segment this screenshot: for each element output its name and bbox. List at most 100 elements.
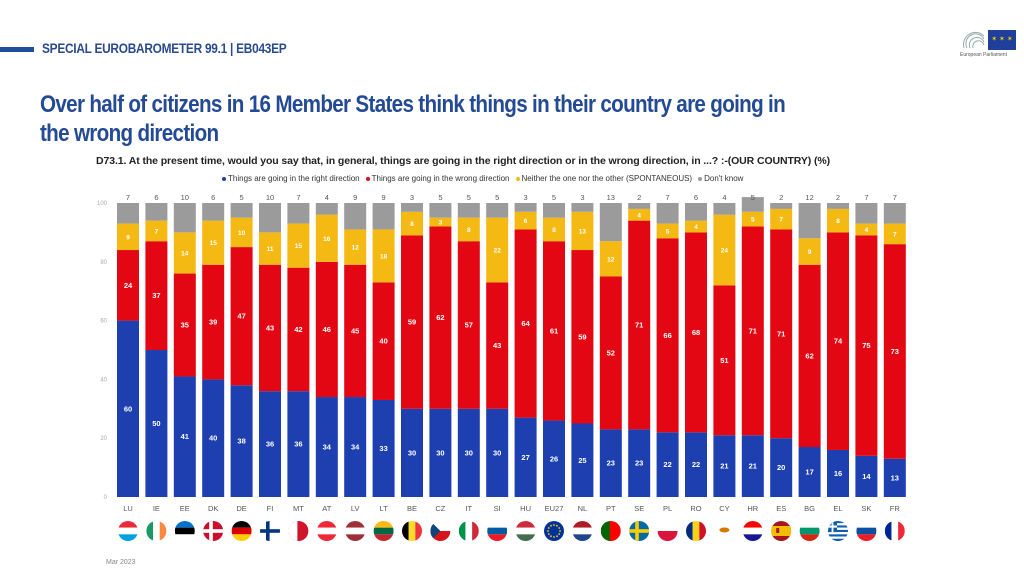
flag-be-icon	[402, 521, 422, 541]
data-label-right: 22	[692, 460, 700, 469]
bar-segment-dontknow	[173, 203, 196, 233]
bar-segment-neither	[741, 211, 764, 227]
data-label-dontknow: 10	[266, 193, 274, 202]
bar-segment-wrong	[173, 273, 196, 377]
flag-bg-icon	[799, 521, 820, 541]
footer-date: Mar 2023	[106, 559, 136, 566]
bar-segment-neither	[117, 223, 139, 251]
bar-segment-dontknow	[202, 203, 225, 221]
data-label-dontknow: 7	[893, 193, 897, 202]
data-label-right: 21	[749, 462, 757, 471]
bar-segment-wrong	[486, 282, 509, 409]
x-tick-label: AT	[322, 504, 331, 513]
data-label-neither: 4	[637, 212, 641, 219]
flag-cz-icon	[430, 521, 451, 541]
flag-cy-icon	[714, 521, 735, 541]
bar-segment-neither	[486, 217, 509, 283]
data-label-wrong: 71	[777, 329, 785, 338]
data-label-wrong: 40	[379, 337, 387, 346]
data-label-dontknow: 2	[779, 193, 783, 202]
data-label-neither: 18	[380, 253, 388, 260]
bar-segment-wrong	[287, 267, 310, 392]
data-label-neither: 8	[410, 221, 414, 228]
data-label-dontknow: 10	[181, 193, 189, 202]
data-label-wrong: 61	[550, 326, 558, 335]
data-label-wrong: 45	[351, 326, 359, 335]
x-tick-label: EU27	[545, 504, 564, 513]
bar-segment-wrong	[741, 226, 764, 436]
legend-item-neither: Neither the one nor the other (SPONTANEO…	[515, 174, 692, 183]
data-label-wrong: 73	[891, 347, 899, 356]
y-tick-label: 100	[97, 201, 108, 207]
legend-item-right: Things are going in the right direction	[222, 174, 360, 183]
bar-segment-wrong	[117, 250, 139, 321]
bar-segment-neither	[372, 229, 395, 283]
data-label-right: 17	[805, 468, 813, 477]
data-label-dontknow: 4	[325, 193, 329, 202]
bar-segment-right	[543, 420, 565, 497]
bar-segment-wrong	[827, 232, 849, 450]
bar-segment-right	[685, 432, 707, 497]
x-tick-label: LT	[379, 504, 388, 513]
x-tick-label: EE	[180, 504, 190, 513]
bar-segment-dontknow	[571, 203, 594, 212]
x-tick-label: ES	[776, 504, 786, 513]
bar-segment-dontknow	[315, 203, 338, 215]
bar-segment-wrong	[685, 232, 707, 433]
y-tick-label: 80	[100, 260, 107, 266]
legend-item-dontknow: Don't know	[698, 174, 743, 183]
data-label-neither: 6	[524, 218, 528, 225]
data-label-wrong: 37	[152, 291, 160, 300]
bar-segment-neither	[514, 211, 537, 230]
bar-segment-right	[372, 399, 395, 497]
data-label-right: 30	[408, 448, 416, 457]
bar-segment-wrong	[656, 238, 679, 433]
x-tick-label: CZ	[435, 504, 445, 513]
flag-lv-icon	[345, 521, 366, 541]
bar-segment-wrong	[514, 229, 537, 418]
european-parliament-logo: ✶ ✶ ✶ European Parliament	[958, 26, 1018, 66]
y-tick-label: 40	[100, 377, 107, 383]
data-label-dontknow: 9	[382, 193, 386, 202]
y-tick-label: 60	[100, 319, 107, 325]
data-label-wrong: 42	[294, 325, 302, 334]
data-label-dontknow: 6	[211, 193, 215, 202]
data-label-dontknow: 9	[353, 193, 357, 202]
bar-segment-right	[145, 350, 168, 497]
data-label-wrong: 71	[635, 321, 643, 330]
bar-segment-neither	[883, 223, 906, 245]
data-label-wrong: 75	[862, 341, 870, 350]
page-title: Over half of citizens in 16 Member State…	[40, 91, 786, 147]
x-tick-label: LV	[351, 504, 360, 513]
bar-segment-neither	[145, 220, 168, 242]
bar-segment-neither	[259, 232, 281, 265]
bar-segment-neither	[628, 208, 651, 221]
data-label-neither: 10	[238, 230, 246, 237]
bar-segment-neither	[287, 223, 310, 268]
bar-segment-neither	[344, 229, 367, 265]
bar-segment-right	[827, 449, 849, 497]
bar-segment-neither	[713, 214, 736, 286]
data-label-neither: 4	[694, 224, 698, 231]
data-label-dontknow: 5	[467, 193, 471, 202]
bar-segment-dontknow	[230, 203, 253, 218]
x-tick-label: FR	[890, 504, 901, 513]
data-label-right: 13	[891, 473, 899, 482]
bar-segment-wrong	[259, 264, 281, 392]
data-label-wrong: 57	[465, 321, 473, 330]
bar-segment-neither	[770, 208, 793, 230]
data-label-right: 36	[294, 440, 302, 449]
data-label-right: 16	[834, 469, 842, 478]
data-label-dontknow: 13	[607, 193, 615, 202]
data-label-right: 60	[124, 404, 132, 413]
flag-fi-icon	[260, 521, 280, 541]
data-label-right: 30	[465, 448, 473, 457]
bar-segment-wrong	[628, 220, 651, 430]
x-tick-label: SI	[494, 504, 501, 513]
data-label-wrong: 62	[436, 313, 444, 322]
data-label-neither: 11	[267, 246, 274, 253]
bar-segment-right	[770, 438, 793, 497]
data-label-wrong: 52	[607, 348, 615, 357]
bar-segment-neither	[685, 220, 707, 233]
